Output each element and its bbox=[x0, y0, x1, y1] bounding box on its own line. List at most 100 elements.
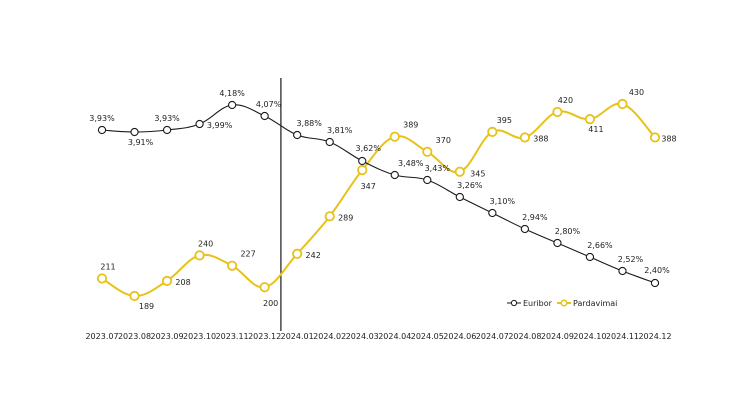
euribor-data-label: 2,52% bbox=[618, 255, 644, 264]
euribor-data-label: 3,91% bbox=[128, 138, 154, 147]
pardavimai-point bbox=[389, 131, 400, 142]
x-tick-label: 2023.08 bbox=[118, 332, 151, 341]
x-tick-label: 2023.07 bbox=[85, 332, 118, 341]
euribor-data-label: 3,10% bbox=[490, 197, 516, 206]
pardavimai-point bbox=[357, 165, 368, 176]
pardavimai-data-label: 347 bbox=[361, 182, 376, 191]
pardavimai-data-label: 389 bbox=[403, 121, 418, 130]
pardavimai-point bbox=[584, 114, 596, 125]
legend-pardavimai-label: Pardavimai bbox=[573, 299, 617, 308]
euribor-data-label: 3,26% bbox=[457, 181, 483, 190]
euribor-data-label: 3,88% bbox=[296, 119, 322, 128]
euribor-point bbox=[553, 238, 562, 248]
x-tick-label: 2024.10 bbox=[573, 332, 606, 341]
x-tick-label: 2023.10 bbox=[183, 332, 216, 341]
euribor-point bbox=[423, 175, 432, 185]
pardavimai-point bbox=[422, 146, 433, 157]
euribor-point bbox=[650, 278, 660, 288]
euribor-line bbox=[101, 104, 656, 284]
x-tick-label: 2024.05 bbox=[411, 332, 444, 341]
x-tick-label: 2024.11 bbox=[606, 332, 639, 341]
x-tick-label: 2023.09 bbox=[151, 332, 184, 341]
euribor-point bbox=[260, 111, 269, 121]
series-points bbox=[96, 98, 661, 302]
euribor-point bbox=[618, 266, 627, 276]
legend: Euribor Pardavimai bbox=[507, 299, 617, 308]
pardavimai-line bbox=[101, 102, 656, 298]
legend-euribor-label: Euribor bbox=[523, 299, 553, 308]
pardavimai-data-label: 345 bbox=[470, 170, 485, 179]
pardavimai-data-label: 370 bbox=[436, 136, 451, 145]
euribor-point bbox=[97, 125, 107, 135]
euribor-data-label: 3,99% bbox=[207, 121, 233, 130]
x-tick-label: 2024.08 bbox=[508, 332, 541, 341]
legend-euribor-marker bbox=[510, 299, 518, 307]
x-tick-label: 2024.09 bbox=[541, 332, 574, 341]
pardavimai-data-label: 211 bbox=[100, 262, 115, 271]
pardavimai-data-label: 411 bbox=[588, 125, 603, 134]
pardavimai-data-label: 420 bbox=[558, 96, 573, 105]
pardavimai-point bbox=[292, 248, 303, 259]
euribor-point bbox=[162, 125, 172, 135]
euribor-data-label: 3,81% bbox=[327, 126, 353, 135]
euribor-point bbox=[488, 208, 497, 218]
pardavimai-data-label: 388 bbox=[661, 134, 676, 143]
euribor-point bbox=[195, 119, 204, 129]
pardavimai-point bbox=[617, 98, 628, 110]
euribor-data-label: 3,43% bbox=[425, 164, 451, 173]
euribor-point bbox=[358, 156, 367, 166]
pardavimai-point bbox=[259, 282, 270, 293]
euribor-point bbox=[130, 127, 139, 137]
pardavimai-data-label: 227 bbox=[240, 250, 255, 259]
pardavimai-data-label: 208 bbox=[175, 278, 190, 287]
euribor-data-label: 3,93% bbox=[89, 114, 115, 123]
pardavimai-data-label: 395 bbox=[497, 116, 512, 125]
x-tick-label: 2024.02 bbox=[313, 332, 346, 341]
pardavimai-data-label: 289 bbox=[338, 213, 353, 222]
pardavimai-data-label: 200 bbox=[263, 299, 278, 308]
pardavimai-point bbox=[487, 126, 498, 137]
series-lines bbox=[101, 102, 656, 298]
x-tick-label: 2024.03 bbox=[346, 332, 379, 341]
pardavimai-point bbox=[161, 275, 173, 286]
x-tick-label: 2024.01 bbox=[281, 332, 314, 341]
euribor-data-label: 2,80% bbox=[555, 227, 581, 236]
euribor-point bbox=[227, 100, 237, 110]
euribor-data-label: 3,62% bbox=[356, 144, 382, 153]
data-labels: 211 189 208 240 227 200 242 289 347 389 370 345 395 3… bbox=[89, 88, 676, 311]
pardavimai-data-label: 189 bbox=[139, 302, 154, 311]
pardavimai-point bbox=[194, 250, 205, 261]
pardavimai-point bbox=[649, 132, 661, 143]
legend-pardavimai-marker bbox=[560, 299, 568, 307]
euribor-data-label: 4,07% bbox=[256, 100, 282, 109]
pardavimai-point bbox=[324, 211, 335, 222]
euribor-point bbox=[455, 192, 464, 202]
pardavimai-point bbox=[227, 260, 238, 271]
euribor-point bbox=[585, 252, 595, 262]
x-tick-label: 2024.06 bbox=[443, 332, 476, 341]
x-tick-label: 2024.07 bbox=[476, 332, 509, 341]
x-tick-label: 2024.12 bbox=[638, 332, 671, 341]
euribor-data-label: 2,66% bbox=[587, 241, 613, 250]
euribor-point bbox=[293, 130, 302, 140]
pardavimai-point bbox=[96, 273, 108, 284]
pardavimai-data-label: 242 bbox=[306, 251, 321, 260]
x-tick-label: 2023.11 bbox=[216, 332, 249, 341]
euribor-data-label: 3,93% bbox=[154, 114, 180, 123]
euribor-data-label: 3,48% bbox=[398, 159, 424, 168]
pardavimai-data-label: 240 bbox=[198, 239, 213, 248]
pardavimai-data-label: 388 bbox=[533, 134, 548, 143]
euribor-point bbox=[520, 224, 530, 234]
pardavimai-data-label: 430 bbox=[629, 88, 644, 97]
euribor-data-label: 2,94% bbox=[522, 213, 548, 222]
x-axis-tick-labels: 2023.07 2023.08 2023.09 2023.10 2023.11 2023.… bbox=[85, 332, 671, 341]
euribor-point bbox=[325, 137, 334, 147]
pardavimai-point bbox=[519, 132, 530, 143]
x-tick-label: 2023.12 bbox=[248, 332, 281, 341]
x-tick-label: 2024.04 bbox=[378, 332, 411, 341]
pardavimai-point bbox=[129, 290, 140, 302]
euribor-point bbox=[390, 170, 399, 180]
euribor-data-label: 4,18% bbox=[219, 89, 245, 98]
pardavimai-point bbox=[552, 106, 563, 118]
